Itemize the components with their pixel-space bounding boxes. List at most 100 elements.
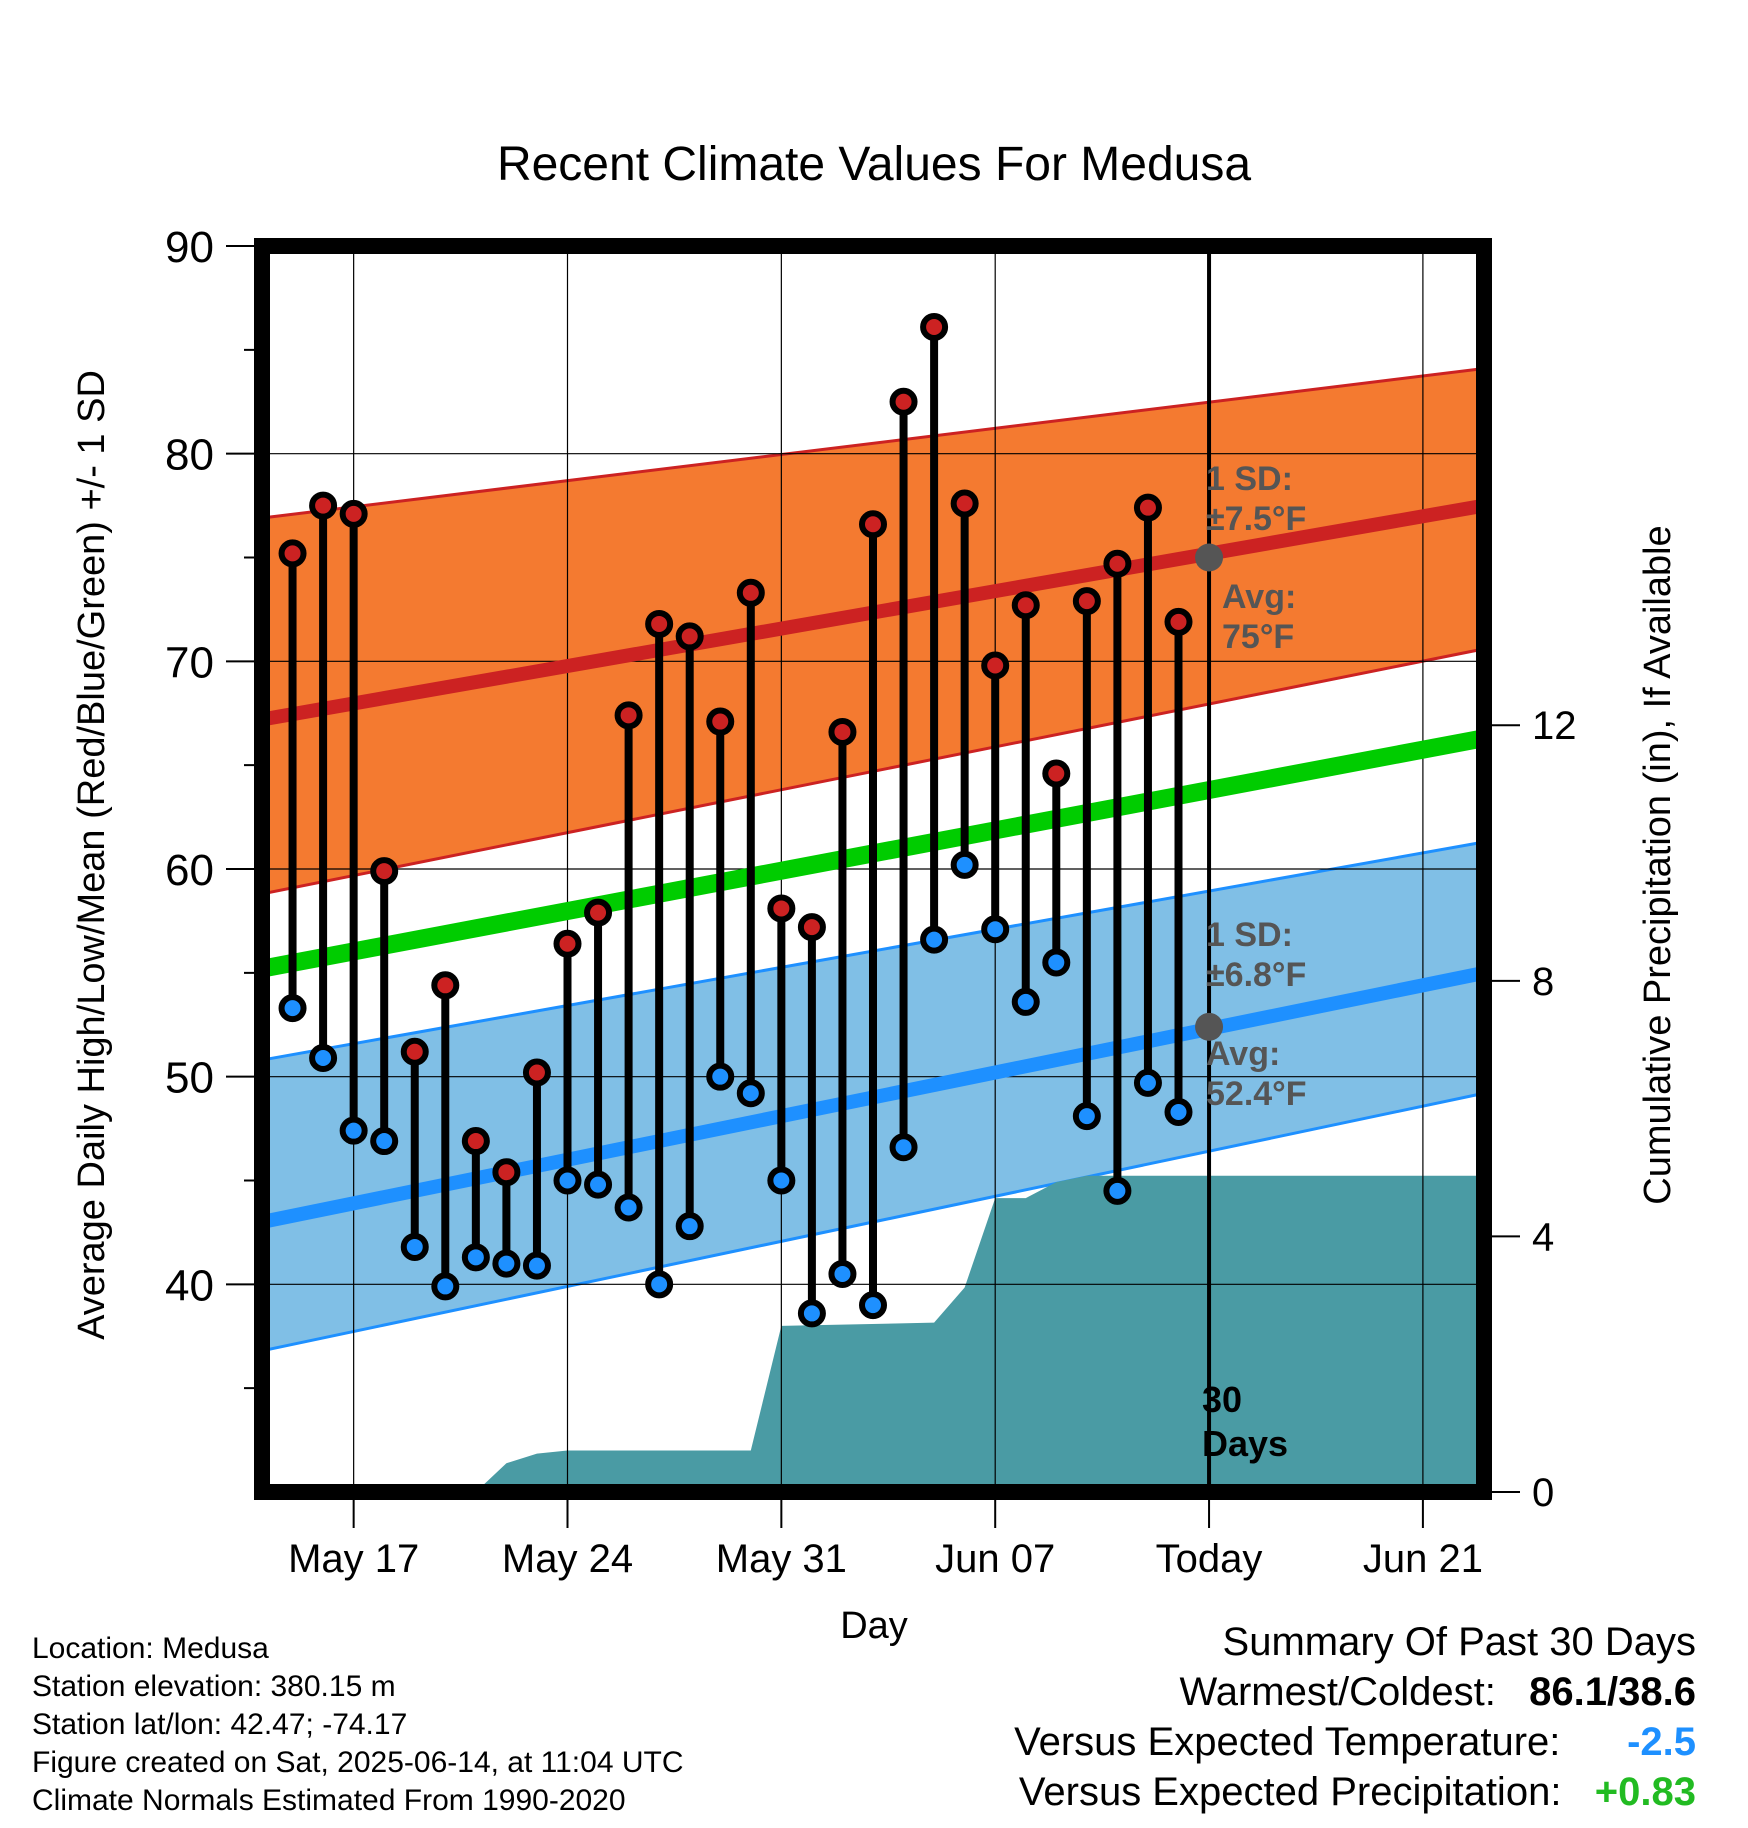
low-point xyxy=(950,850,979,879)
y2-tick-label: 8 xyxy=(1532,960,1554,1004)
high-point xyxy=(278,539,307,568)
low-point xyxy=(736,1079,765,1108)
high-sd-label: 1 SD: xyxy=(1206,460,1293,498)
period-label-number: 30 xyxy=(1202,1379,1242,1420)
high-point xyxy=(584,898,613,927)
high-point xyxy=(522,1058,551,1087)
high-point xyxy=(1164,607,1193,636)
high-avg-value: 75°F xyxy=(1222,618,1294,656)
summary-precip-value: +0.83 xyxy=(1594,1770,1696,1814)
low-point xyxy=(889,1133,918,1162)
high-point xyxy=(492,1158,521,1187)
high-point xyxy=(950,489,979,518)
y2-tick-label: 0 xyxy=(1532,1471,1554,1515)
y2-tick-label: 12 xyxy=(1532,704,1577,748)
low-point xyxy=(370,1127,399,1156)
y-tick-label: 70 xyxy=(165,638,214,687)
y2-axis-label: Cumulative Precipitation (in), If Availa… xyxy=(1637,525,1679,1204)
low-point xyxy=(645,1270,674,1299)
low-avg-label: Avg: xyxy=(1206,1035,1280,1073)
low-point xyxy=(431,1272,460,1301)
y-tick-label: 40 xyxy=(165,1261,214,1310)
high-point xyxy=(859,510,887,539)
today-high-avg-marker xyxy=(1195,543,1224,572)
low-point xyxy=(920,925,949,954)
low-point xyxy=(1072,1102,1101,1131)
low-point xyxy=(309,1043,338,1072)
info-created: Figure created on Sat, 2025-06-14, at 11… xyxy=(32,1746,684,1779)
low-point xyxy=(1133,1068,1162,1097)
high-point xyxy=(736,578,765,607)
summary-warm-cold: Warmest/Coldest: 86.1/38.6 xyxy=(1014,1667,1696,1717)
summary-temp-value: -2.5 xyxy=(1627,1720,1696,1764)
low-point xyxy=(1042,948,1071,977)
high-point xyxy=(706,707,735,736)
info-elevation: Station elevation: 380.15 m xyxy=(32,1670,396,1703)
summary-temp: Versus Expected Temperature: -2.5 xyxy=(1014,1717,1696,1767)
y-tick-label: 60 xyxy=(165,846,214,895)
low-point xyxy=(461,1243,490,1272)
low-point xyxy=(1103,1176,1132,1205)
info-latlon: Station lat/lon: 42.47; -74.17 xyxy=(32,1708,408,1741)
y2-tick-label: 4 xyxy=(1532,1215,1554,1259)
chart-title: Recent Climate Values For Medusa xyxy=(497,138,1251,191)
high-point xyxy=(828,717,857,746)
y-axis-label: Average Daily High/Low/Mean (Red/Blue/Gr… xyxy=(71,370,113,1340)
y-tick-label: 50 xyxy=(165,1054,214,1103)
low-point xyxy=(828,1259,857,1288)
high-point xyxy=(553,929,582,958)
low-point xyxy=(767,1166,796,1195)
low-sd-value: ±6.8°F xyxy=(1206,956,1306,994)
period-label-unit: Days xyxy=(1202,1423,1288,1464)
high-point xyxy=(370,857,399,886)
summary-temp-label: Versus Expected Temperature: xyxy=(1014,1720,1561,1764)
low-point xyxy=(675,1212,704,1241)
y-tick-label: 80 xyxy=(165,431,214,480)
high-point xyxy=(1011,591,1040,620)
high-point xyxy=(431,971,460,1000)
today-low-avg-marker xyxy=(1195,1012,1224,1041)
high-point xyxy=(797,913,826,942)
high-point xyxy=(614,701,643,730)
y-tick-label: 90 xyxy=(165,223,214,272)
x-tick-label: May 24 xyxy=(502,1537,633,1581)
x-tick-label: May 31 xyxy=(716,1537,847,1581)
low-point xyxy=(1164,1097,1193,1126)
low-point xyxy=(339,1116,368,1145)
low-avg-value: 52.4°F xyxy=(1206,1075,1307,1113)
low-point xyxy=(706,1062,735,1091)
x-tick-label: Today xyxy=(1156,1537,1263,1581)
high-point xyxy=(461,1127,490,1156)
low-point xyxy=(400,1232,429,1261)
high-point xyxy=(675,622,704,651)
summary-title: Summary Of Past 30 Days xyxy=(1222,1620,1696,1664)
summary-precip-label: Versus Expected Precipitation: xyxy=(1018,1770,1562,1814)
summary-panel: Summary Of Past 30 Days Warmest/Coldest:… xyxy=(1014,1617,1696,1817)
low-sd-label: 1 SD: xyxy=(1206,916,1293,954)
high-point xyxy=(309,491,338,520)
low-point xyxy=(981,915,1010,944)
high-point xyxy=(889,387,918,416)
info-normals: Climate Normals Estimated From 1990-2020 xyxy=(32,1784,626,1817)
low-point xyxy=(584,1170,613,1199)
summary-warm-cold-value: 86.1/38.6 xyxy=(1529,1670,1696,1714)
low-point xyxy=(859,1291,887,1320)
high-sd-value: ±7.5°F xyxy=(1206,500,1306,538)
summary-precip: Versus Expected Precipitation: +0.83 xyxy=(1014,1767,1696,1817)
high-point xyxy=(339,499,368,528)
summary-warm-cold-label: Warmest/Coldest: xyxy=(1179,1670,1496,1714)
high-point xyxy=(1072,587,1101,616)
low-point xyxy=(492,1249,521,1278)
info-location: Location: Medusa xyxy=(32,1632,269,1665)
x-axis-label: Day xyxy=(840,1605,908,1647)
high-point xyxy=(981,651,1010,680)
x-tick-label: Jun 07 xyxy=(935,1537,1055,1581)
x-tick-label: Jun 21 xyxy=(1363,1537,1483,1581)
low-point xyxy=(797,1299,826,1328)
high-point xyxy=(1133,493,1162,522)
high-sd-band-upper-edge xyxy=(261,367,1485,520)
x-tick-label: May 17 xyxy=(288,1537,419,1581)
high-point xyxy=(1042,759,1071,788)
